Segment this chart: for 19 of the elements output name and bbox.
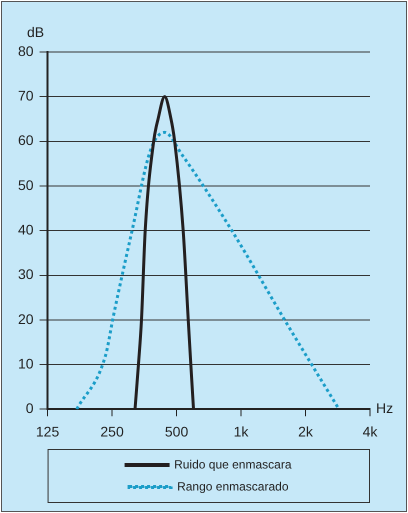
x-tick-label: 4k (362, 423, 378, 440)
y-tick-label: 60 (18, 132, 34, 148)
x-tick-label: 2k (298, 423, 314, 440)
y-tick-label: 30 (18, 266, 34, 282)
legend-label: Ruido que enmascara (174, 457, 292, 472)
x-tick-label: 125 (36, 423, 60, 440)
y-tick-label: 70 (18, 88, 34, 104)
legend-label: Rango enmascarado (177, 479, 289, 494)
y-tick-label: 10 (18, 355, 34, 372)
y-tick-label: 50 (18, 176, 34, 193)
x-tick-label: 250 (100, 423, 124, 440)
y-tick-label: 20 (18, 310, 34, 327)
y-tick-label: 80 (18, 42, 34, 59)
x-axis-title: Hz (376, 400, 394, 416)
y-axis-title: dB (27, 24, 44, 40)
x-tick-label: 500 (164, 423, 188, 440)
y-tick-label: 0 (26, 400, 34, 416)
x-tick-label: 1k (234, 423, 250, 440)
y-tick-label: 40 (18, 221, 34, 238)
